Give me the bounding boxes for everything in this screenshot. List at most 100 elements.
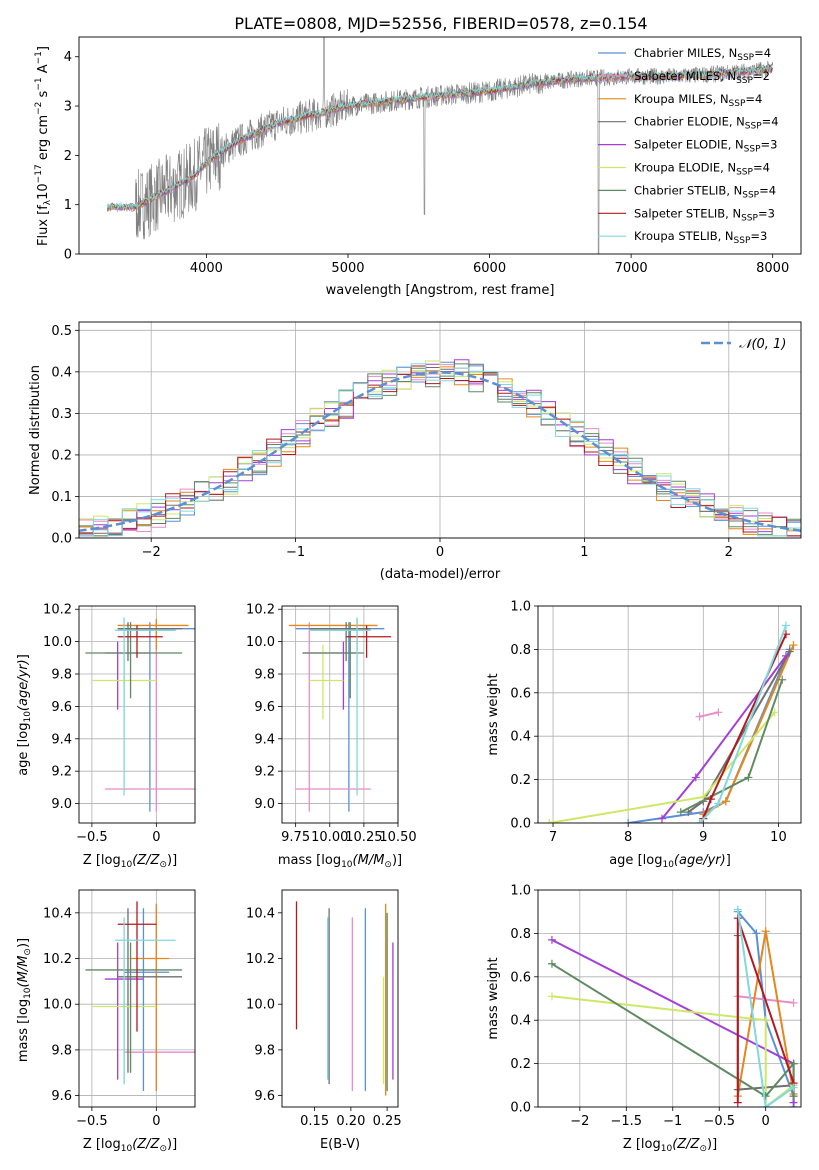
x-tick-label: 0.20 (336, 1114, 365, 1129)
y-tick-label: 0.0 (510, 817, 531, 832)
plot-area-age-vs-mass (282, 606, 398, 823)
series-marker (761, 1016, 770, 1025)
y-tick-label: 0.2 (510, 773, 531, 788)
plot-area-spectrum (106, 37, 773, 254)
legend-label: Salpeter ELODIE, NSSP=3 (634, 138, 777, 155)
y-tick-label: 1.0 (510, 884, 531, 899)
series-marker (789, 1092, 798, 1101)
data-point-errorbar (115, 617, 176, 796)
mass-weight-series (733, 914, 798, 1107)
series-marker (752, 929, 761, 938)
y-tick-label: 10.0 (43, 998, 72, 1013)
axes-frame (537, 889, 802, 1108)
y-tick-label: 10.2 (43, 952, 72, 967)
y-tick-label: 9.8 (254, 668, 275, 683)
x-tick-label: 0 (152, 830, 160, 845)
data-point-errorbar (124, 908, 170, 1092)
series-marker (684, 808, 693, 817)
y-tick-label: 9.6 (51, 700, 72, 715)
series-marker (778, 675, 787, 684)
series-marker (761, 1092, 770, 1101)
series-line (699, 711, 719, 718)
axes-frame (78, 889, 196, 1108)
plot-area-weight-vs-age (538, 606, 801, 823)
y-tick-label: 0.6 (510, 970, 531, 985)
series-marker (789, 1083, 798, 1092)
series-marker (744, 773, 753, 782)
x-tick-label: 10 (770, 830, 787, 845)
data-point-errorbar (117, 618, 189, 650)
x-axis-label: Z [log10(Z/Z⊙)] (83, 1137, 177, 1154)
series-marker (721, 797, 730, 806)
series-marker (624, 819, 633, 823)
series-marker (733, 905, 742, 914)
y-tick-label: 0.2 (51, 448, 72, 463)
legend-label: Chabrier MILES, NSSP=4 (634, 46, 771, 63)
x-tick-label: −2 (570, 1114, 589, 1129)
data-point-errorbar (309, 644, 344, 720)
figure-title: PLATE=0808, MJD=52556, FIBERID=0578, z=0… (234, 14, 647, 33)
y-tick-label: 9.8 (254, 1043, 275, 1058)
x-tick-label: 10.25 (345, 830, 382, 845)
x-tick-label: 8 (624, 830, 632, 845)
axes-frame (78, 36, 802, 255)
axes-spectrum: 4000 5000 6000 7000 8000 0 1 2 3 4 Chabrier MILES,… (34, 36, 802, 298)
mass-weight-series (676, 675, 787, 817)
axes-frame (281, 889, 399, 1108)
series-marker (733, 1098, 742, 1107)
x-tick-label: −1.5 (610, 1114, 642, 1129)
x-tick-label: −1 (663, 1114, 682, 1129)
data-point-errorbar (85, 942, 183, 1073)
plot-area-weight-vs-z (538, 890, 801, 1107)
y-tick-label: 0.0 (51, 532, 72, 547)
x-tick-label: 6000 (473, 261, 506, 276)
data-point-errorbar (104, 622, 195, 812)
x-tick-label: −0.5 (76, 1114, 108, 1129)
y-tick-label: 10.2 (246, 952, 275, 967)
x-tick-label: 2 (725, 545, 733, 560)
plot-area-mass-vs-ebv (295, 901, 394, 1096)
data-point-errorbar (115, 917, 176, 1085)
legend-label: Chabrier ELODIE, NSSP=4 (634, 115, 779, 132)
mass-weight-series (695, 621, 790, 823)
y-tick-label: 0.4 (510, 730, 531, 745)
y-axis-label: mass weight (486, 957, 501, 1039)
x-axis-label: mass [log10(M/M⊙)] (278, 853, 402, 870)
x-tick-label: −1 (286, 545, 305, 560)
y-tick-label: 1 (64, 198, 72, 213)
y-tick-label: 9.8 (51, 1043, 72, 1058)
y-tick-label: 9.4 (254, 732, 275, 747)
y-tick-label: 9.0 (254, 797, 275, 812)
series-marker (547, 959, 556, 968)
x-tick-label: 10.00 (311, 830, 348, 845)
x-tick-label: 0 (762, 1114, 770, 1129)
legend-label: Kroupa STELIB, NSSP=3 (634, 229, 767, 246)
legend-label: 𝒩(0, 1) (739, 337, 786, 352)
y-axis-label: mass [log10(M/M⊙)] (16, 938, 33, 1062)
axes-residuals: −2 −1 0 1 2 0.0 0.1 0.2 0.3 0.4 0.5 𝒩(0, 1) (data-mo… (28, 321, 802, 582)
y-tick-label: 9.6 (51, 1089, 72, 1104)
data-point-errorbar (117, 622, 183, 662)
y-tick-label: 10.0 (246, 998, 275, 1013)
x-tick-label: −0.5 (703, 1114, 735, 1129)
x-tick-label: 7000 (615, 261, 648, 276)
y-tick-label: 10.0 (43, 635, 72, 650)
x-tick-label: 0 (436, 545, 444, 560)
y-axis-label: age [log10(age/yr)] (16, 654, 33, 776)
series-marker (714, 799, 723, 808)
series-line (736, 909, 795, 1107)
y-tick-label: 0.2 (510, 1057, 531, 1072)
y-tick-label: 10.2 (43, 603, 72, 618)
plot-area-mass-vs-z (79, 890, 195, 1107)
series-marker (714, 708, 723, 717)
series-marker (657, 814, 666, 823)
data-point-errorbar (295, 622, 371, 812)
series-marker (547, 992, 556, 1001)
y-tick-label: 10.4 (43, 906, 72, 921)
data-point-errorbar (309, 617, 371, 796)
series-marker (789, 1059, 798, 1068)
series-marker (781, 651, 790, 660)
data-point-errorbar (85, 622, 183, 699)
axes-frame (78, 605, 196, 824)
